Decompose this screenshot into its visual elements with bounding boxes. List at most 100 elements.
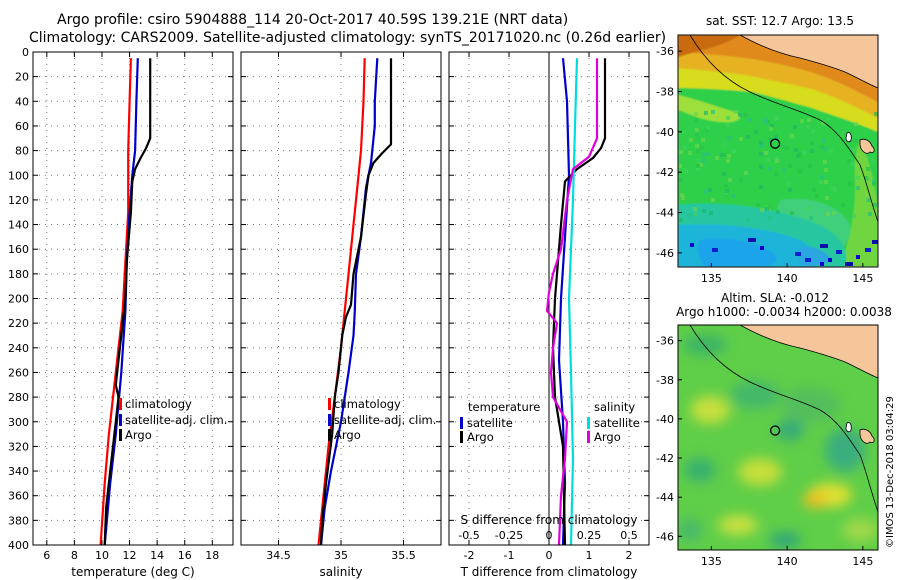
sst-pixel xyxy=(706,152,710,156)
sst-pixel xyxy=(701,138,705,142)
sst-cold-pixel xyxy=(856,255,860,259)
sst-pixel xyxy=(682,130,686,134)
sst-pixel xyxy=(874,112,878,116)
legend-swatch xyxy=(460,417,463,429)
sst-pixel xyxy=(866,167,870,171)
depth-tick-label: 100 xyxy=(8,169,29,182)
lat-tick-label: -40 xyxy=(656,126,674,139)
sst-pixel xyxy=(864,176,868,180)
sst-pixel xyxy=(770,124,774,128)
sst-pixel xyxy=(807,206,811,210)
sst-pixel xyxy=(872,182,876,186)
sst-pixel xyxy=(689,138,693,142)
salinity-axis-label: salinity xyxy=(319,565,362,579)
sst-pixel xyxy=(831,186,835,190)
sst-cold-pixel xyxy=(760,246,764,250)
sst-pixel xyxy=(696,159,700,163)
sst-map-title: sat. SST: 12.7 Argo: 13.5 xyxy=(706,14,854,28)
sst-pixel xyxy=(679,150,683,154)
sst-pixel xyxy=(706,126,710,130)
series-line-s-satellite xyxy=(567,58,579,545)
sst-pixel xyxy=(688,213,692,217)
sst-pixel xyxy=(768,205,772,209)
sst-pixel xyxy=(826,117,830,121)
sst-float-marker xyxy=(769,138,781,149)
sst-pixel xyxy=(863,198,867,202)
depth-tick-label: 340 xyxy=(8,465,29,478)
lon-tick-label: 140 xyxy=(777,272,798,285)
sst-pixel xyxy=(774,135,778,139)
sst-pixel xyxy=(722,172,726,176)
sst-pixel xyxy=(765,207,769,211)
sst-pixel xyxy=(841,203,845,207)
sst-cold-pixel xyxy=(690,243,694,247)
depth-tick-label: 320 xyxy=(8,440,29,453)
sst-pixel xyxy=(764,118,768,122)
x-tick-label: 12 xyxy=(123,549,137,562)
x-tick-label: 8 xyxy=(71,549,78,562)
sst-pixel xyxy=(774,117,778,121)
legend-swatch xyxy=(119,414,122,426)
x-tick-label: 10 xyxy=(95,549,109,562)
sst-pixel xyxy=(868,212,872,216)
x-tick-label: -1 xyxy=(504,549,515,562)
x-tick-label: 14 xyxy=(150,549,164,562)
sst-pixel xyxy=(829,149,833,153)
sst-pixel xyxy=(848,182,852,186)
lon-tick-label: 140 xyxy=(777,555,798,568)
sst-pixel xyxy=(739,178,743,182)
lon-tick-label: 145 xyxy=(852,555,873,568)
sst-pixel xyxy=(704,111,708,115)
sst-pixel xyxy=(696,149,700,153)
sst-pixel xyxy=(768,167,772,171)
depth-tick-label: 160 xyxy=(8,243,29,256)
sst-pixel xyxy=(679,218,683,222)
sst-pixel xyxy=(823,160,827,164)
legend-swatch xyxy=(328,429,331,441)
sst-pixel xyxy=(802,151,806,155)
depth-tick-label: 240 xyxy=(8,342,29,355)
sst-cold-pixel xyxy=(828,258,832,262)
sst-pixel xyxy=(856,176,860,180)
x-tick-label: 16 xyxy=(178,549,192,562)
sst-pixel xyxy=(759,185,763,189)
depth-tick-label: 20 xyxy=(15,71,29,84)
x-tick-label: 2 xyxy=(626,549,633,562)
sst-pixel xyxy=(854,122,858,126)
sst-pixel xyxy=(798,152,802,156)
s-difference-axis-label: S difference from climatology xyxy=(461,513,638,527)
x-tick-label: 35.5 xyxy=(391,549,416,562)
sst-pixel xyxy=(702,153,706,157)
sst-pixel xyxy=(726,123,730,127)
depth-tick-label: 400 xyxy=(8,539,29,552)
sst-pixel xyxy=(759,152,763,156)
sst-pixel xyxy=(759,165,763,169)
legend-label: satellite-adj. clim. xyxy=(334,413,436,427)
series-line-argo xyxy=(319,58,393,545)
sst-pixel xyxy=(683,146,687,150)
sst-pixel xyxy=(766,158,770,162)
lat-tick-label: -36 xyxy=(656,335,674,348)
sst-pixel xyxy=(739,137,743,141)
sst-pixel xyxy=(810,141,814,145)
x-tick-label: 0 xyxy=(546,549,553,562)
sst-pixel xyxy=(715,156,719,160)
s-difference-tick-label: 0.25 xyxy=(577,529,602,542)
depth-tick-label: 220 xyxy=(8,317,29,330)
lon-tick-label: 145 xyxy=(852,272,873,285)
sst-pixel xyxy=(856,186,860,190)
lat-tick-label: -44 xyxy=(656,207,674,220)
sst-cold-pixel xyxy=(820,244,828,248)
s-difference-tick-label: 0 xyxy=(546,529,553,542)
sst-pixel xyxy=(746,135,750,139)
sst-pixel xyxy=(852,214,856,218)
sst-pixel xyxy=(825,196,829,200)
sst-pixel xyxy=(727,136,731,140)
sst-pixel xyxy=(809,216,813,220)
sst-pixel xyxy=(709,211,713,215)
sst-pixel xyxy=(851,162,855,166)
sst-pixel xyxy=(726,159,730,163)
sst-pixel xyxy=(702,159,706,163)
sst-pixel xyxy=(794,148,798,152)
